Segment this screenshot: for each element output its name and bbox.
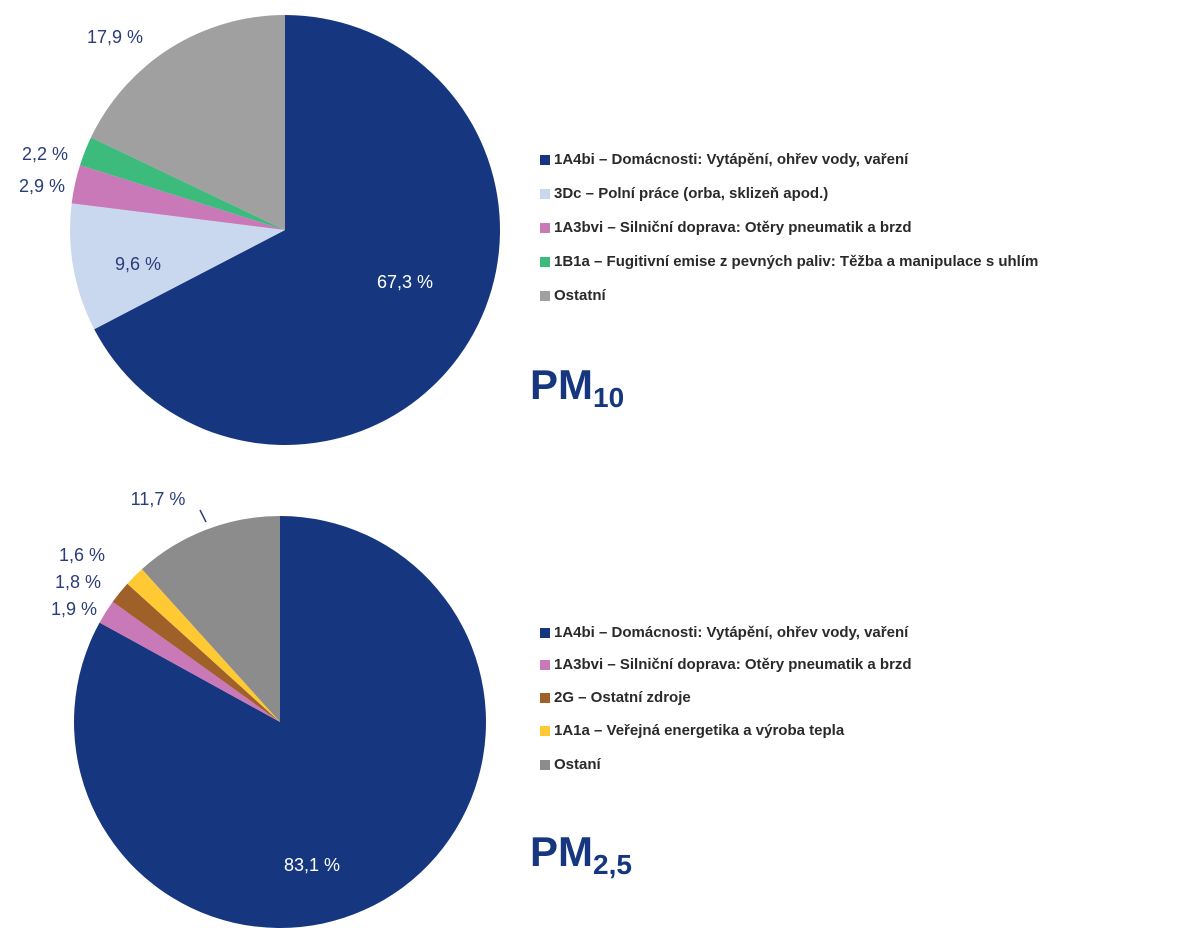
legend-swatch (540, 726, 550, 736)
legend-label: 3Dc – Polní práce (orba, sklizeň apod.) (554, 185, 828, 202)
legend-swatch (540, 291, 550, 301)
data-label: 11,7 % (131, 489, 186, 509)
legend-label: 1A4bi – Domácnosti: Vytápění, ohřev vody… (554, 151, 909, 168)
data-label: 2,9 % (19, 176, 65, 196)
chart-title: PM2,5 (530, 828, 632, 880)
legend-swatch (540, 257, 550, 267)
legend-label: Ostatní (554, 287, 607, 304)
legend-label: 2G – Ostatní zdroje (554, 689, 691, 706)
legend-swatch (540, 223, 550, 233)
pie-slice (90, 15, 285, 230)
pie-slice (80, 137, 285, 230)
title-main: PM (530, 361, 593, 408)
data-label: 9,6 % (115, 254, 161, 274)
legend-label: 1A4bi – Domácnosti: Vytápění, ohřev vody… (554, 624, 909, 641)
leader-line (199, 509, 207, 523)
pie-slice (71, 165, 285, 230)
title-subscript: 2,5 (593, 849, 632, 880)
pie-slice (69, 203, 285, 330)
data-label: 1,8 % (55, 572, 101, 592)
pie-slice (74, 516, 486, 928)
data-label: 67,3 % (377, 272, 433, 292)
pie-slice (99, 601, 280, 722)
legend-label: 1A3bvi – Silniční doprava: Otěry pneumat… (554, 219, 912, 236)
title-subscript: 10 (593, 382, 624, 413)
legend-swatch (540, 660, 550, 670)
data-label: 17,9 % (87, 27, 143, 47)
data-label: 2,2 % (22, 144, 68, 164)
legend-label: Ostaní (554, 756, 602, 773)
title-main: PM (530, 828, 593, 875)
data-label: 1,6 % (59, 545, 105, 565)
pie-slice (141, 516, 280, 722)
chart-title: PM10 (530, 361, 624, 413)
legend-label: 1A1a – Veřejná energetika a výroba tepla (554, 722, 845, 739)
pie-slice (112, 583, 280, 722)
data-label: 83,1 % (284, 855, 340, 875)
legend-swatch (540, 155, 550, 165)
pie-slice (94, 15, 500, 446)
legend-label: 1A3bvi – Silniční doprava: Otěry pneumat… (554, 656, 912, 673)
legend-swatch (540, 189, 550, 199)
legend-swatch (540, 760, 550, 770)
legend-label: 1B1a – Fugitivní emise z pevných paliv: … (554, 253, 1038, 270)
legend-swatch (540, 628, 550, 638)
pie-slice (127, 569, 280, 722)
legend-swatch (540, 693, 550, 703)
data-label: 1,9 % (51, 599, 97, 619)
